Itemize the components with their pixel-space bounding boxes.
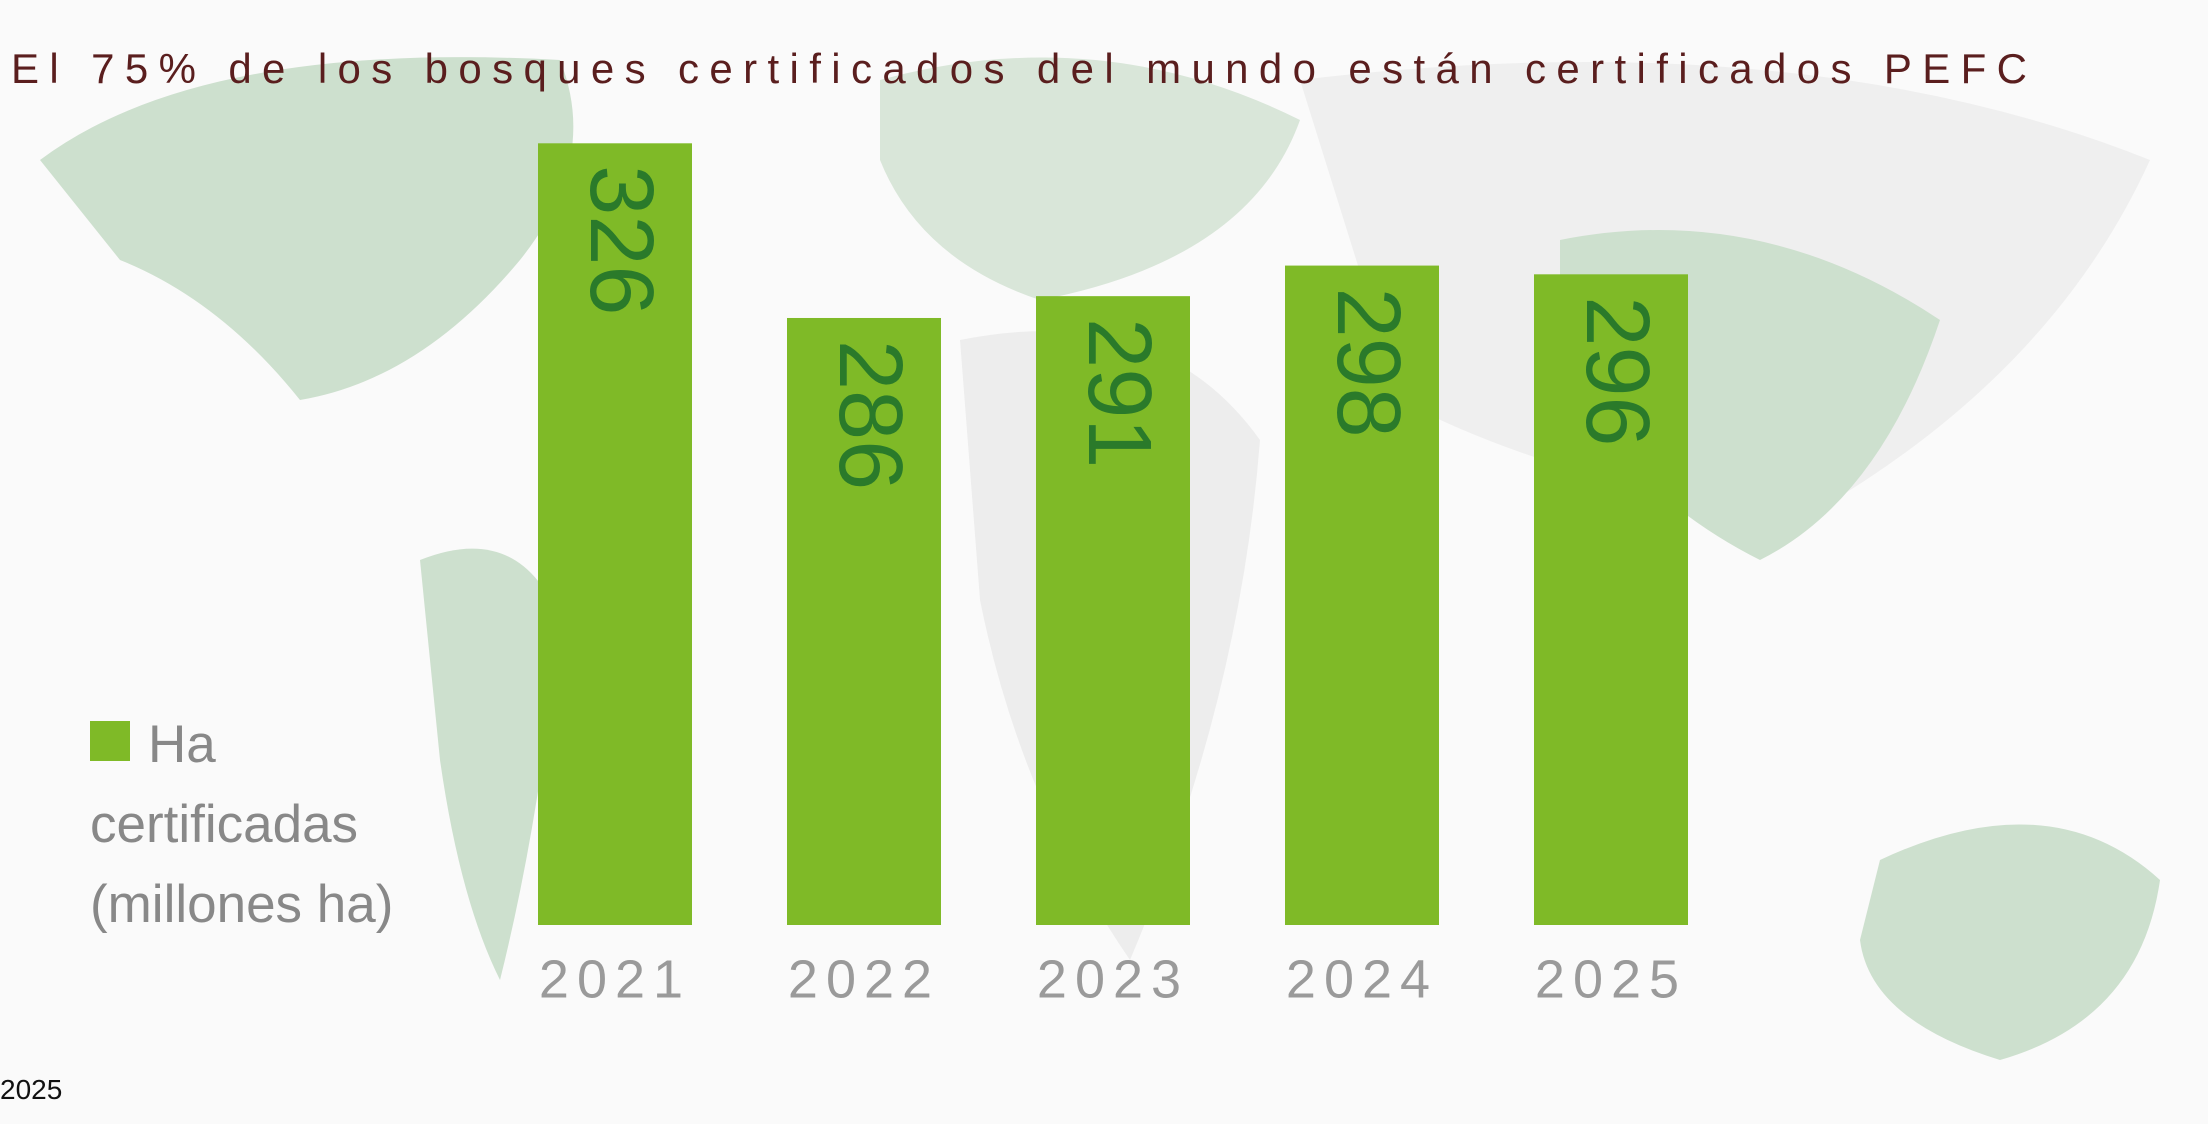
value-label: 326	[571, 165, 671, 315]
footnote: 2025	[0, 1074, 63, 1105]
bar	[787, 317, 941, 926]
legend-label: Ha certificadas (millones ha)	[90, 715, 394, 934]
x-tick-label: 2022	[788, 949, 940, 1009]
bar	[1534, 274, 1688, 925]
value-label: 286	[820, 340, 920, 490]
value-label: 296	[1567, 296, 1667, 446]
legend-swatch	[90, 721, 130, 761]
bar	[1285, 265, 1439, 925]
bar	[1036, 296, 1190, 925]
value-label: 291	[1069, 318, 1169, 468]
x-tick-label: 2023	[1037, 949, 1189, 1009]
x-tick-label: 2025	[1535, 949, 1687, 1009]
bar	[538, 143, 692, 925]
x-tick-label: 2024	[1286, 949, 1438, 1009]
value-label: 298	[1318, 288, 1418, 438]
x-tick-label: 2021	[539, 949, 691, 1009]
